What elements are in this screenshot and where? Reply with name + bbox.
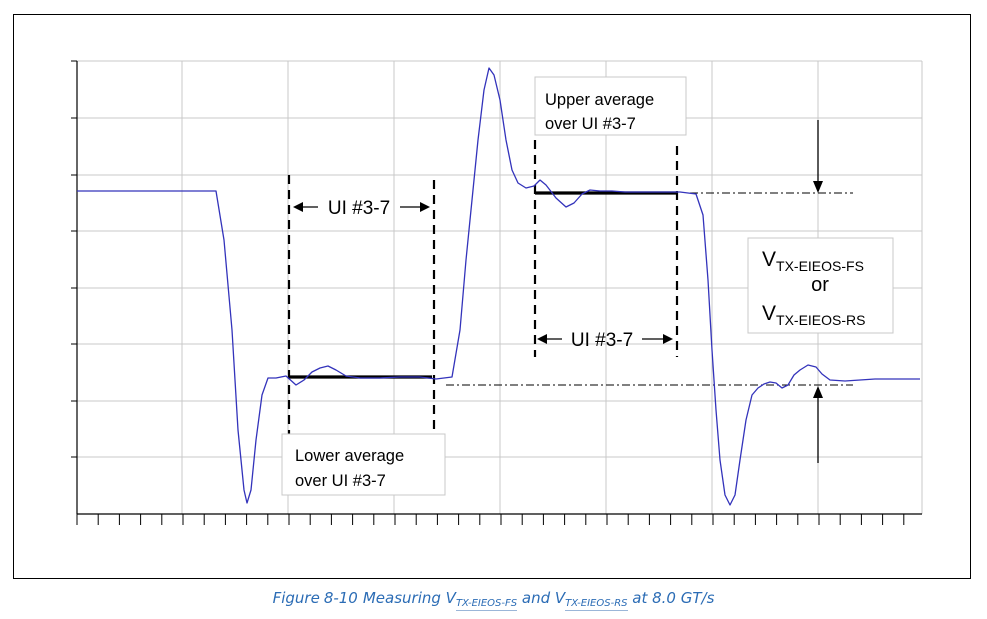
v-label-box — [747, 237, 894, 334]
v-label-fs-v: V — [762, 248, 776, 271]
caption-suffix: at 8.0 GT/s — [632, 589, 715, 607]
v-label-rs-v: V — [762, 302, 776, 325]
ui-span-left-head-left — [293, 202, 303, 212]
lower-average-line2: over UI #3-7 — [295, 472, 386, 490]
caption-prefix: Figure — [272, 589, 320, 607]
caption-sub-rs: TX-EIEOS-RS — [565, 598, 628, 611]
ui-span-right-head-left — [537, 334, 547, 344]
v-arrow-up-head — [813, 386, 823, 398]
caption-and: and V — [521, 589, 566, 607]
upper-average-line2: over UI #3-7 — [545, 115, 636, 133]
v-label-or: or — [811, 274, 829, 296]
v-label-fs-subscript: TX-EIEOS-FS — [776, 258, 864, 274]
lower-average-line1: Lower average — [295, 447, 404, 465]
waveform-diagram: UI #3-7 UI #3-7 Upper average over UI #3-7 L… — [71, 60, 923, 525]
caption-number: 8-10 — [323, 589, 358, 607]
v-arrow-down-head — [813, 181, 823, 193]
figure-caption: Figure 8-10 Measuring VTX-EIEOS-FS and VTX… — [0, 589, 987, 611]
ui-span-right-label: UI #3-7 — [571, 330, 633, 351]
upper-average-box — [534, 76, 687, 136]
ui-span-left-head-right — [420, 202, 430, 212]
caption-sub-fs: TX-EIEOS-FS — [455, 598, 518, 611]
v-label-rs-subscript: TX-EIEOS-RS — [776, 312, 865, 328]
v-label-rs: VTX-EIEOS-RS — [762, 302, 865, 328]
waveform-trace — [77, 67, 920, 506]
v-label-fs: VTX-EIEOS-FS — [762, 248, 864, 274]
ui-span-right-head-right — [663, 334, 673, 344]
caption-measuring: Measuring V — [362, 589, 456, 607]
upper-average-line1: Upper average — [545, 91, 654, 109]
ui-span-left-label: UI #3-7 — [328, 198, 390, 219]
axis-ticks — [71, 60, 905, 525]
lower-average-box — [281, 433, 446, 496]
measurement-markers — [287, 120, 853, 463]
annotation-labels: UI #3-7 UI #3-7 Upper average over UI #3-7 L… — [281, 76, 894, 496]
